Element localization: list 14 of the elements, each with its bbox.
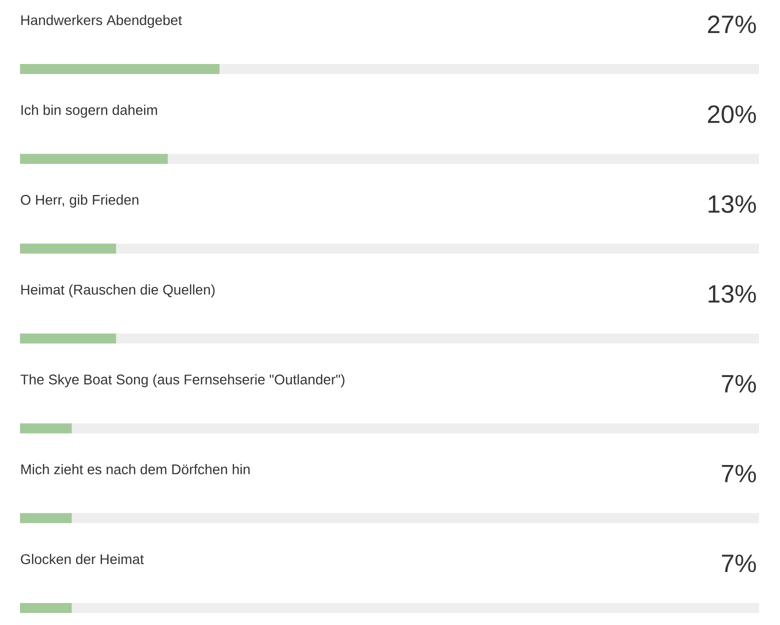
y-tick-label: O Herr, gib Frieden bbox=[20, 194, 138, 208]
y-tick-label: Glocken der Heimat bbox=[20, 554, 144, 564]
data-label: 7% bbox=[722, 374, 756, 392]
data-label: 27% bbox=[708, 16, 756, 34]
data-label: 7% bbox=[722, 464, 756, 482]
y-tick-label: Handwerkers Abendgebet bbox=[21, 14, 182, 28]
data-label: 13% bbox=[708, 285, 756, 303]
y-tick-label: Heimat (Rauschen die Quellen) bbox=[21, 284, 215, 298]
data-label: 7% bbox=[722, 554, 756, 572]
y-tick-label: Ich bin sogern daheim bbox=[21, 104, 157, 118]
y-tick-label: Mich zieht es nach dem Dörfchen hin bbox=[21, 464, 250, 474]
data-label: 13% bbox=[708, 195, 756, 213]
data-label: 20% bbox=[708, 105, 756, 124]
y-tick-label: The Skye Boat Song (aus Fernsehserie "Outlander") bbox=[20, 374, 344, 388]
